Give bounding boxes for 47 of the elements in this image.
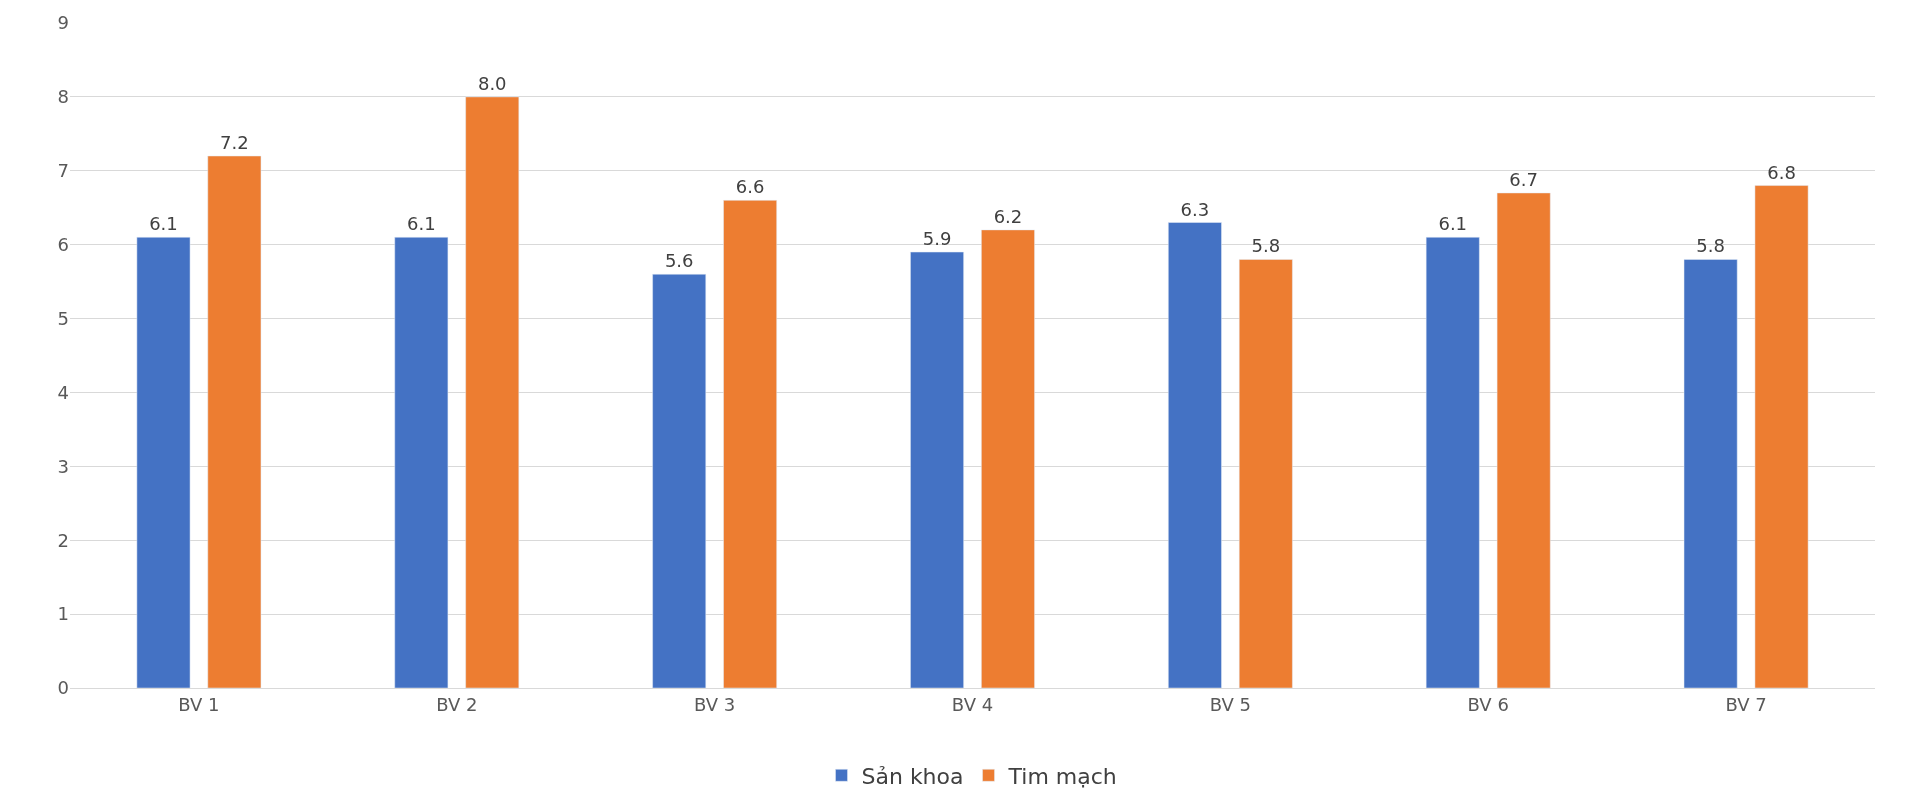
bar [652, 273, 707, 688]
legend-label: Sản khoa [861, 763, 964, 789]
data-label: 6.7 [1509, 168, 1538, 190]
x-tick-label: BV 1 [178, 693, 220, 715]
bar [723, 200, 777, 688]
data-label: 5.8 [1696, 235, 1725, 257]
data-label: 6.6 [735, 176, 765, 198]
bar [981, 229, 1035, 688]
data-label: 6.3 [1180, 198, 1210, 220]
bar [910, 251, 964, 688]
y-tick-label: 5 [57, 307, 69, 329]
x-tick-label: BV 2 [436, 693, 478, 715]
data-label: 7.2 [220, 132, 249, 153]
y-tick-label: 4 [57, 381, 69, 403]
bar [1168, 222, 1222, 688]
y-tick-label: 0 [57, 677, 69, 699]
x-tick-label: BV 6 [1467, 693, 1509, 715]
y-tick-label: 8 [57, 86, 69, 108]
y-tick-label: 9 [57, 12, 69, 34]
data-label: 6.8 [1767, 161, 1796, 183]
bar [394, 237, 449, 688]
x-tick-label: BV 5 [1209, 693, 1252, 715]
data-label: 6.1 [149, 213, 178, 235]
y-tick-label: 2 [57, 529, 69, 551]
data-label: 5.9 [922, 228, 952, 250]
bar [465, 96, 520, 688]
data-label: 8.0 [477, 72, 507, 94]
bar [1496, 192, 1551, 688]
y-tick-label: 6 [57, 233, 69, 255]
data-label: 6.1 [407, 213, 436, 235]
legend-label: Tim mạch [1007, 763, 1117, 789]
data-label: 6.2 [993, 205, 1023, 227]
bar [207, 155, 262, 688]
bar [1425, 237, 1480, 688]
data-label: 5.8 [1251, 235, 1281, 257]
y-tick-label: 3 [57, 455, 69, 477]
y-tick-label: 1 [57, 603, 69, 625]
bar [1238, 259, 1293, 688]
x-tick-label: BV 3 [693, 693, 736, 715]
data-label: 6.1 [1438, 213, 1468, 235]
y-tick-label: 7 [57, 160, 69, 182]
x-tick-label: BV 4 [951, 693, 994, 715]
bar [136, 237, 191, 688]
bar [1683, 259, 1738, 688]
x-tick-label: BV 7 [1725, 693, 1767, 715]
bar [1754, 185, 1809, 688]
data-label: 5.6 [664, 250, 694, 272]
